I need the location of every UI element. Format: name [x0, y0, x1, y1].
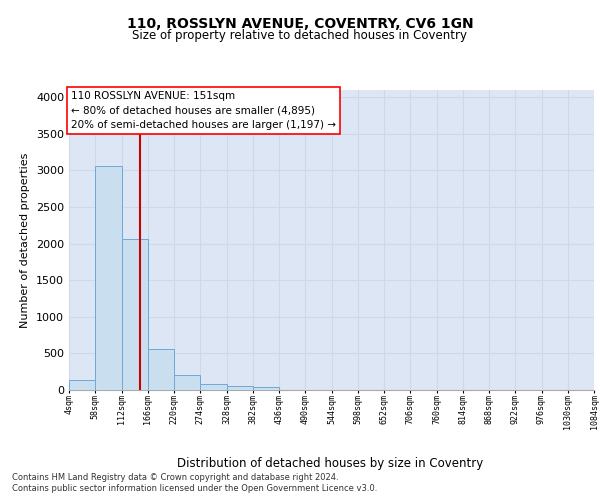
Bar — [174, 376, 200, 390]
Y-axis label: Number of detached properties: Number of detached properties — [20, 152, 31, 328]
Text: 110 ROSSLYN AVENUE: 151sqm
← 80% of detached houses are smaller (4,895)
20% of s: 110 ROSSLYN AVENUE: 151sqm ← 80% of deta… — [71, 90, 336, 130]
Text: Contains public sector information licensed under the Open Government Licence v3: Contains public sector information licen… — [12, 484, 377, 493]
Text: Size of property relative to detached houses in Coventry: Size of property relative to detached ho… — [133, 29, 467, 42]
Bar — [227, 386, 253, 390]
Bar — [148, 349, 174, 390]
Bar — [69, 380, 95, 390]
Bar — [95, 166, 121, 390]
Bar — [121, 240, 148, 390]
Text: Distribution of detached houses by size in Coventry: Distribution of detached houses by size … — [177, 458, 483, 470]
Bar — [253, 388, 279, 390]
Text: Contains HM Land Registry data © Crown copyright and database right 2024.: Contains HM Land Registry data © Crown c… — [12, 472, 338, 482]
Text: 110, ROSSLYN AVENUE, COVENTRY, CV6 1GN: 110, ROSSLYN AVENUE, COVENTRY, CV6 1GN — [127, 18, 473, 32]
Bar — [200, 384, 227, 390]
